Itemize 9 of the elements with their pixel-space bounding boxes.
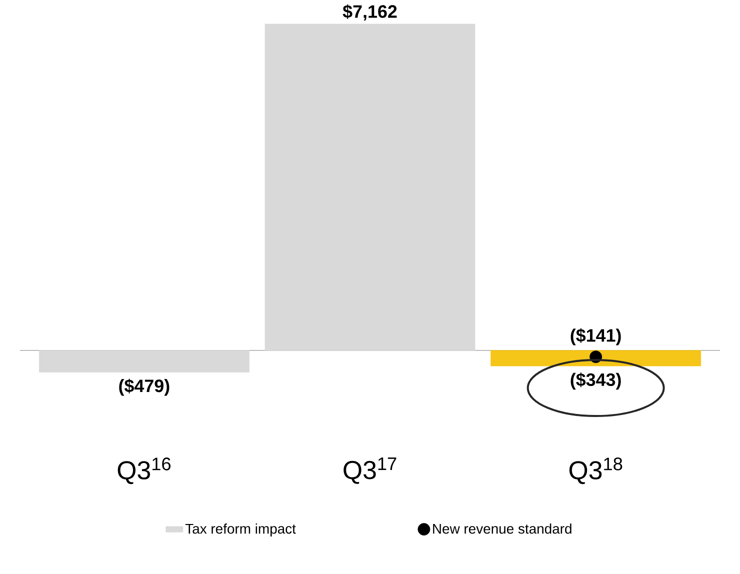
data-label: ($141) (570, 328, 621, 346)
legend-label: Tax reform impact (185, 523, 296, 536)
data-label: ($343) (570, 372, 621, 390)
legend-label: New revenue standard (433, 523, 572, 534)
x-tick-label: Q3$^{18}$ (569, 458, 622, 484)
x-tick-label: Q3$^{17}$ (344, 458, 396, 484)
data-label: $7,162 (342, 4, 397, 20)
x-tick-label: Q3$^{16}$ (118, 458, 170, 484)
data-label: ($479) (119, 378, 170, 396)
